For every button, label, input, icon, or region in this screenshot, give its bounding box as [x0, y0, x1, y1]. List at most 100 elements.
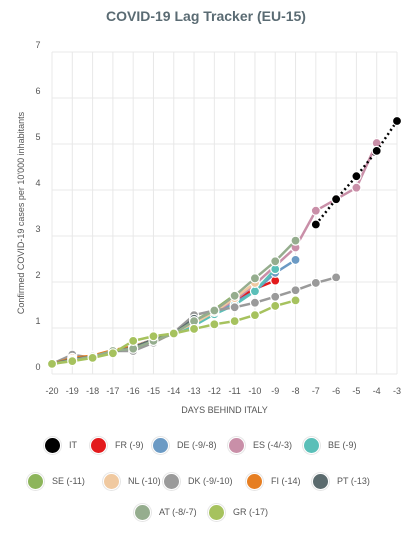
x-tick-label: -9 [271, 386, 279, 396]
data-point [229, 302, 240, 313]
data-point [310, 277, 321, 289]
x-axis-label: DAYS BEHIND ITALY [181, 405, 268, 415]
legend-item[interactable]: AT (-8/-7) [134, 502, 197, 522]
x-tick-label: -7 [312, 386, 320, 396]
data-point [331, 194, 342, 205]
legend-label: BE (-9) [328, 440, 357, 450]
x-tick-label: -8 [292, 386, 300, 396]
x-tick-label: -4 [373, 386, 381, 396]
x-tick-label: -19 [66, 386, 79, 396]
data-point [67, 356, 78, 367]
data-point [209, 319, 220, 330]
series-line [51, 293, 236, 366]
y-tick-label: 4 [35, 178, 40, 188]
legend-item[interactable]: GR (-17) [208, 502, 268, 522]
y-tick-label: 1 [35, 316, 40, 326]
series-be [46, 264, 281, 369]
legend-item[interactable]: BE (-9) [303, 435, 357, 455]
data-point [188, 323, 200, 335]
data-point [229, 290, 240, 301]
data-point [290, 254, 301, 266]
legend-marker [134, 503, 151, 521]
legend-item[interactable]: DK (-9/-10) [163, 471, 233, 491]
data-point [290, 295, 301, 306]
data-point [249, 286, 261, 297]
legend-marker [44, 436, 61, 454]
data-point [168, 328, 179, 339]
y-tick-label: 7 [35, 40, 40, 50]
series-it [310, 115, 403, 230]
data-point [148, 331, 159, 342]
legend-label: NL (-10) [128, 476, 161, 486]
data-point [310, 219, 321, 230]
y-axis-label: Confirmed COVID-19 cases per 10'000 inha… [16, 111, 26, 314]
data-point [270, 300, 281, 312]
data-point [290, 235, 301, 246]
y-tick-label: 5 [35, 132, 40, 142]
series-line [314, 120, 399, 226]
data-point [46, 358, 58, 369]
data-point [391, 115, 403, 127]
data-point [249, 297, 261, 308]
legend-marker [27, 472, 44, 490]
legend-label: PT (-13) [337, 476, 370, 486]
legend-marker [90, 436, 107, 454]
data-point [229, 316, 240, 327]
y-tick-label: 2 [35, 270, 40, 280]
legend-item[interactable]: SE (-11) [27, 471, 85, 491]
data-point [371, 145, 382, 156]
data-point [310, 205, 321, 216]
data-point [351, 171, 362, 182]
legend-item[interactable]: ES (-4/-3) [228, 435, 292, 455]
legend-marker [163, 472, 180, 490]
data-point [290, 285, 301, 296]
x-tick-label: -3 [393, 386, 401, 396]
legend-item[interactable]: FI (-14) [246, 471, 301, 491]
data-point [331, 272, 342, 283]
x-tick-label: -15 [147, 386, 160, 396]
chart-title: COVID-19 Lag Tracker (EU-15) [106, 8, 306, 24]
legend-label: ES (-4/-3) [253, 440, 293, 450]
legend-marker [152, 436, 169, 454]
legend-label: FR (-9) [115, 440, 144, 450]
data-point [249, 310, 261, 321]
x-tick-label: -14 [167, 386, 180, 396]
legend-marker [246, 472, 263, 490]
legend-label: DE (-9/-8) [177, 440, 217, 450]
legend-label: GR (-17) [233, 507, 269, 517]
x-tick-label: -5 [352, 386, 360, 396]
y-tick-label: 3 [35, 224, 40, 234]
x-tick-label: -20 [45, 386, 58, 396]
data-point [87, 352, 98, 363]
legend-item[interactable]: PT (-13) [312, 471, 370, 491]
legend-marker [312, 472, 329, 490]
x-tick-label: -16 [127, 386, 140, 396]
x-tick-label: -11 [228, 386, 240, 396]
x-tick-label: -12 [208, 386, 221, 396]
legend-item[interactable]: IT [44, 435, 77, 455]
series-gr [46, 295, 301, 369]
legend-item[interactable]: FR (-9) [90, 435, 144, 455]
legend-label: AT (-8/-7) [159, 507, 197, 517]
legend-marker [303, 436, 320, 454]
legend-item[interactable]: NL (-10) [103, 471, 161, 491]
data-point [128, 335, 139, 346]
data-point [270, 256, 281, 267]
x-tick-label: -18 [86, 386, 99, 396]
x-tick-label: -6 [332, 386, 340, 396]
x-tick-label: -13 [188, 386, 201, 396]
data-point [107, 348, 118, 359]
y-tick-label: 6 [35, 86, 40, 96]
data-point [270, 291, 281, 302]
legend-label: FI (-14) [271, 476, 301, 486]
data-point [249, 273, 261, 284]
data-point [209, 305, 220, 316]
x-tick-label: -17 [106, 386, 119, 396]
legend-label: IT [69, 440, 77, 450]
legend-item[interactable]: DE (-9/-8) [152, 435, 217, 455]
x-tick-label: -10 [248, 386, 261, 396]
legend-marker [103, 472, 120, 490]
series-line [51, 268, 277, 366]
legend-label: DK (-9/-10) [188, 476, 233, 486]
